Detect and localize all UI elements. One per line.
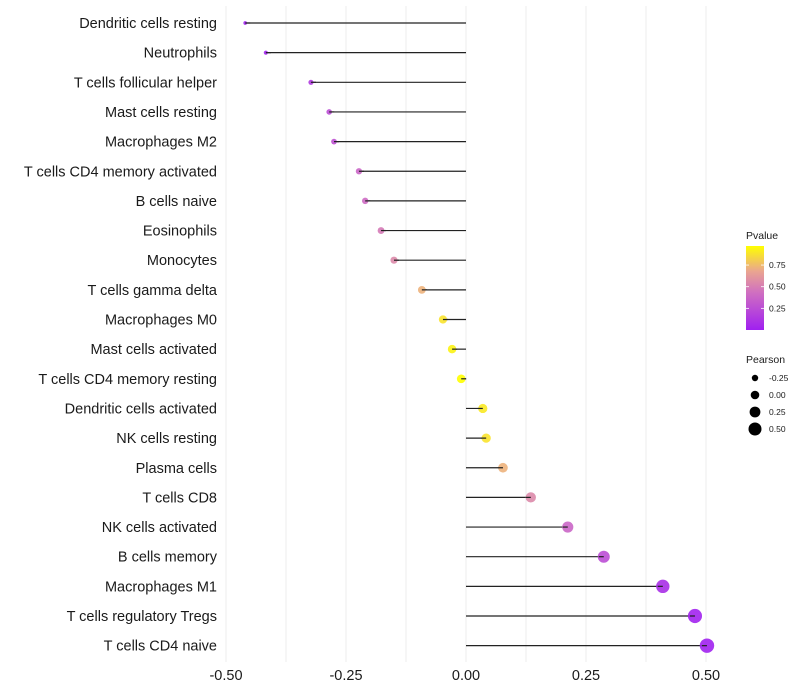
stems	[245, 22, 707, 647]
x-tick-label: 0.00	[452, 668, 480, 684]
size-key-dot	[750, 390, 760, 400]
x-tick-label: -0.25	[329, 668, 362, 684]
y-tick-label: Eosinophils	[143, 224, 217, 240]
size-key-label: 0.50	[769, 424, 786, 434]
data-point	[447, 344, 457, 354]
points	[243, 21, 715, 653]
y-tick-label: T cells regulatory Tregs	[67, 609, 217, 625]
y-tick-label: B cells memory	[118, 550, 218, 566]
y-tick-label: Macrophages M0	[105, 313, 217, 329]
legend: Pvalue 0.25 0.50 0.75 Pearson -0.25 0.00 0.2…	[746, 230, 789, 436]
y-tick-label: Macrophages M2	[105, 135, 217, 151]
y-tick-label: Mast cells activated	[90, 342, 217, 358]
x-axis-labels: -0.50 -0.25 0.00 0.25 0.50	[209, 668, 720, 684]
y-tick-label: T cells follicular helper	[74, 75, 217, 91]
pvalue-colorbar	[746, 246, 764, 330]
y-tick-label: Dendritic cells activated	[65, 401, 217, 417]
colorbar-tick-label: 0.25	[769, 303, 786, 313]
colorbar-tick-label: 0.50	[769, 282, 786, 292]
y-tick-label: T cells CD4 memory resting	[38, 372, 217, 388]
colorbar-ticks: 0.25 0.50 0.75	[746, 260, 786, 313]
colorbar-tick-label: 0.75	[769, 260, 786, 270]
y-tick-label: T cells CD4 naive	[104, 639, 217, 655]
size-key-dot	[749, 406, 761, 418]
size-key-label: 0.25	[769, 407, 786, 417]
y-tick-label: Macrophages M1	[105, 579, 217, 595]
legend-pvalue-title: Pvalue	[746, 230, 778, 242]
grid-lines	[225, 6, 707, 662]
size-legend-keys: -0.25 0.00 0.25 0.50	[748, 373, 789, 436]
data-point	[243, 21, 248, 25]
size-key-label: 0.00	[769, 390, 786, 400]
size-key-label: -0.25	[769, 373, 789, 383]
y-tick-label: B cells naive	[136, 194, 217, 210]
y-tick-label: T cells CD8	[142, 490, 217, 506]
y-tick-label: T cells CD4 memory activated	[24, 164, 217, 180]
y-tick-label: Mast cells resting	[105, 105, 217, 121]
size-key-dot	[751, 374, 759, 382]
y-tick-label: Dendritic cells resting	[79, 16, 217, 32]
legend-pearson-title: Pearson	[746, 354, 785, 366]
y-tick-label: Monocytes	[147, 253, 217, 269]
size-key-dot	[748, 422, 762, 436]
x-tick-label: 0.50	[692, 668, 720, 684]
data-point	[699, 638, 715, 653]
x-tick-label: -0.50	[209, 668, 242, 684]
y-tick-label: NK cells resting	[116, 431, 217, 447]
y-tick-label: T cells gamma delta	[88, 283, 218, 299]
y-tick-label: Neutrophils	[144, 46, 217, 62]
x-tick-label: 0.25	[572, 668, 600, 684]
y-axis-labels: Dendritic cells resting Neutrophils T cell…	[24, 16, 218, 655]
y-tick-label: NK cells activated	[102, 520, 217, 536]
data-point	[355, 168, 363, 175]
data-point	[377, 227, 385, 234]
y-tick-label: Plasma cells	[136, 461, 217, 477]
data-point	[656, 579, 670, 594]
